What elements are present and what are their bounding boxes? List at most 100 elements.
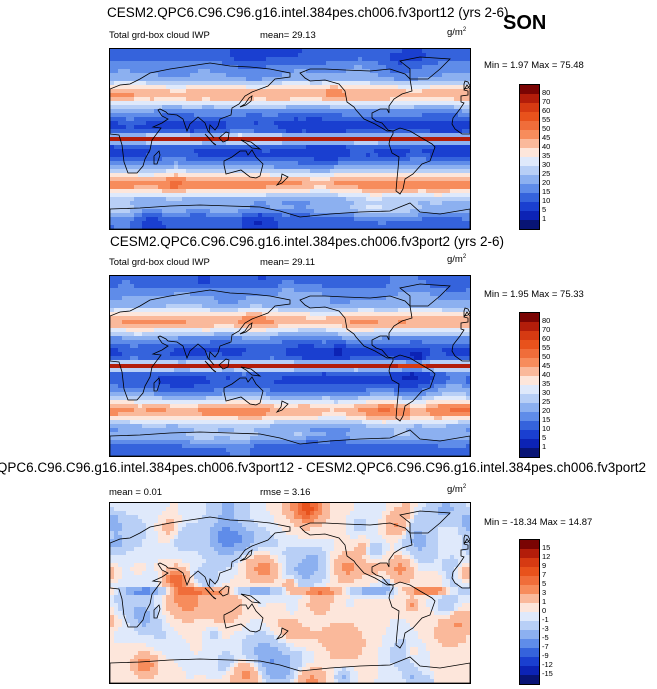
coastline <box>239 95 253 108</box>
colorbar-tick-label: -12 <box>542 660 553 669</box>
colorbar-swatch <box>520 675 539 684</box>
panel1-colorbar <box>519 84 540 230</box>
colorbar-tick-label: -5 <box>542 633 549 642</box>
colorbar-swatch <box>520 184 539 193</box>
coastline <box>388 354 436 422</box>
panel1-units: g/m2 <box>447 27 467 39</box>
colorbar-swatch <box>520 630 539 639</box>
coastline <box>275 173 289 186</box>
colorbar-tick-label: 70 <box>542 97 551 106</box>
colorbar-tick-label: 55 <box>542 115 551 124</box>
coastline <box>218 585 230 597</box>
panel3-mean-label: mean = 0.01 <box>109 487 163 498</box>
colorbar-swatch <box>520 94 539 103</box>
colorbar-tick-label: 1 <box>542 597 547 606</box>
panel3-colorbar <box>519 539 540 685</box>
colorbar-tick-label: 3 <box>542 588 547 597</box>
panel1-map <box>109 48 471 230</box>
coastline-overlay <box>110 283 470 456</box>
panel2-title: CESM2.QPC6.C96.C96.g16.intel.384pes.ch00… <box>110 234 504 249</box>
coastline <box>463 307 470 317</box>
colorbar-tick-label: 20 <box>542 406 551 415</box>
colorbar-swatch <box>520 549 539 558</box>
colorbar-swatch <box>520 403 539 412</box>
colorbar-tick-label: 5 <box>542 579 547 588</box>
colorbar-tick-label: -9 <box>542 651 549 660</box>
coastline <box>388 127 436 195</box>
coastline <box>110 289 291 401</box>
colorbar-swatch <box>520 322 539 331</box>
colorbar-tick-label: 45 <box>542 361 551 370</box>
colorbar-swatch <box>520 540 539 549</box>
colorbar-swatch <box>520 639 539 648</box>
colorbar-swatch <box>520 367 539 376</box>
coastline <box>463 534 470 544</box>
colorbar-tick-label: 15 <box>542 415 551 424</box>
coastline <box>153 604 161 619</box>
colorbar-swatch <box>520 166 539 175</box>
colorbar-tick-label: 80 <box>542 316 551 325</box>
coastline <box>153 377 161 392</box>
coastline <box>110 429 470 456</box>
colorbar-tick-label: 12 <box>542 552 551 561</box>
coastline <box>218 131 230 143</box>
coastline <box>451 311 470 362</box>
panel2-mean-label: mean= 29.11 <box>260 257 316 268</box>
coastline <box>223 149 264 179</box>
map-field-cells <box>110 49 470 229</box>
colorbar-swatch <box>520 412 539 421</box>
colorbar-tick-label: 10 <box>542 424 551 433</box>
colorbar-swatch <box>520 621 539 630</box>
colorbar-swatch <box>520 394 539 403</box>
colorbar-swatch <box>520 657 539 666</box>
map-field-svg <box>110 276 470 456</box>
colorbar-swatch <box>520 313 539 322</box>
colorbar-swatch <box>520 594 539 603</box>
coastline <box>299 295 413 359</box>
colorbar-tick-label: -15 <box>542 669 553 678</box>
coastline <box>463 80 470 90</box>
colorbar-tick-label: 50 <box>542 124 551 133</box>
colorbar-swatch <box>520 130 539 139</box>
colorbar-swatch <box>520 585 539 594</box>
colorbar-swatch <box>520 85 539 94</box>
colorbar-tick-label: 30 <box>542 160 551 169</box>
coastline <box>240 139 262 150</box>
colorbar-swatch <box>520 430 539 439</box>
colorbar-swatch <box>520 103 539 112</box>
colorbar-tick-label: 1 <box>542 214 547 223</box>
colorbar-swatch <box>520 148 539 157</box>
colorbar-tick-label: 15 <box>542 187 551 196</box>
panel2-minmax: Min = 1.95 Max = 75.33 <box>484 289 584 300</box>
panel2-variable-label: Total grd-box cloud IWP <box>109 257 210 268</box>
coastline <box>240 366 262 377</box>
coastline <box>240 593 262 604</box>
colorbar-tick-label: 7 <box>542 570 547 579</box>
colorbar-swatch <box>520 603 539 612</box>
colorbar-swatch <box>520 567 539 576</box>
colorbar-swatch <box>520 193 539 202</box>
colorbar-tick-label: 45 <box>542 133 551 142</box>
panel2-map <box>109 275 471 457</box>
colorbar-tick-label: 55 <box>542 343 551 352</box>
colorbar-tick-label: 25 <box>542 169 551 178</box>
colorbar-tick-label: 10 <box>542 196 551 205</box>
colorbar-tick-label: 80 <box>542 88 551 97</box>
colorbar-tick-label: 20 <box>542 178 551 187</box>
coastline <box>223 603 264 633</box>
coastline <box>110 202 470 229</box>
coastline <box>399 283 451 307</box>
panel1-title: CESM2.QPC6.C96.C96.g16.intel.384pes.ch00… <box>107 5 509 20</box>
colorbar-tick-label: -3 <box>542 624 549 633</box>
colorbar-swatch <box>520 385 539 394</box>
coastline <box>204 360 217 373</box>
colorbar-swatch <box>520 421 539 430</box>
colorbar-swatch <box>520 202 539 211</box>
colorbar-tick-label: 0 <box>542 606 547 615</box>
colorbar-swatch <box>520 558 539 567</box>
colorbar-tick-label: 35 <box>542 151 551 160</box>
coastline <box>388 581 436 649</box>
colorbar-swatch <box>520 666 539 675</box>
panel3-units: g/m2 <box>447 484 467 496</box>
colorbar-swatch <box>520 576 539 585</box>
